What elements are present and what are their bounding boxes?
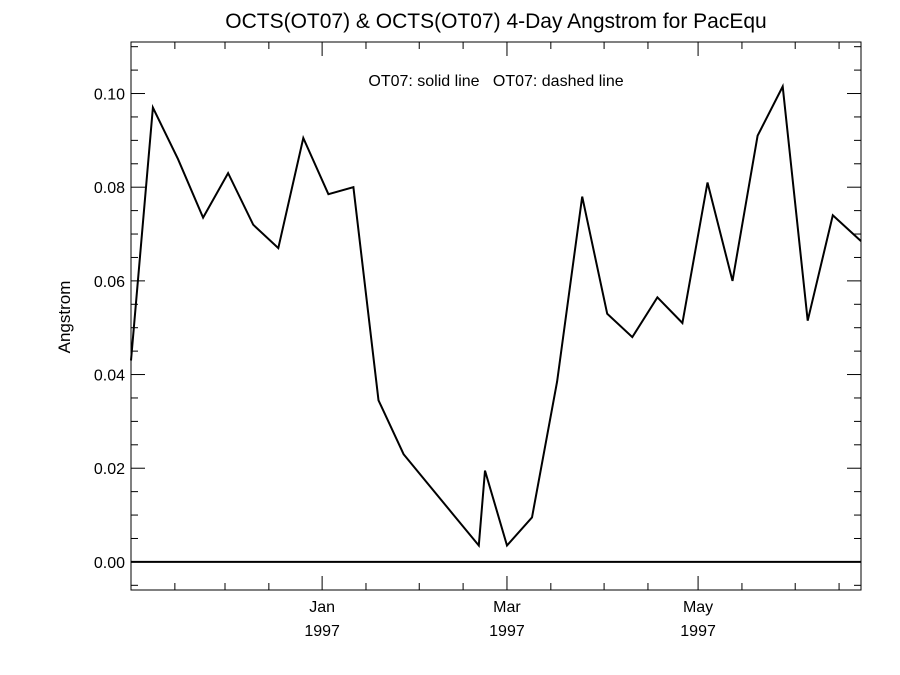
- plot-frame: [130, 41, 862, 591]
- y-axis-label: Angstrom: [55, 281, 74, 354]
- series-group: [130, 83, 862, 549]
- chart-title: OCTS(OT07) & OCTS(OT07) 4-Day Angstrom f…: [225, 10, 766, 33]
- y-tick-label: 0.10: [94, 87, 125, 104]
- y-axis-ticks: 0.00 0.02 0.04 0.06 0.08 0.10: [94, 46, 861, 586]
- y-tick-label: 0.06: [94, 274, 125, 291]
- y-tick-label: 0.02: [94, 461, 125, 478]
- x-tick-month-label: Mar: [493, 599, 521, 616]
- y-tick-label: 0.04: [94, 368, 125, 385]
- x-axis-ticks: Jan 1997 Mar 1997 May 1997: [130, 42, 840, 640]
- x-tick-year-label: 1997: [304, 623, 340, 640]
- legend-text: OT07: solid line OT07: dashed line: [368, 73, 623, 90]
- x-tick-month-label: May: [683, 599, 713, 616]
- x-tick-year-label: 1997: [680, 623, 716, 640]
- series-line-solid: [130, 83, 862, 549]
- y-tick-label: 0.08: [94, 180, 125, 197]
- x-tick-year-label: 1997: [489, 623, 525, 640]
- y-tick-label: 0.00: [94, 555, 125, 572]
- x-tick-month-label: Jan: [309, 599, 335, 616]
